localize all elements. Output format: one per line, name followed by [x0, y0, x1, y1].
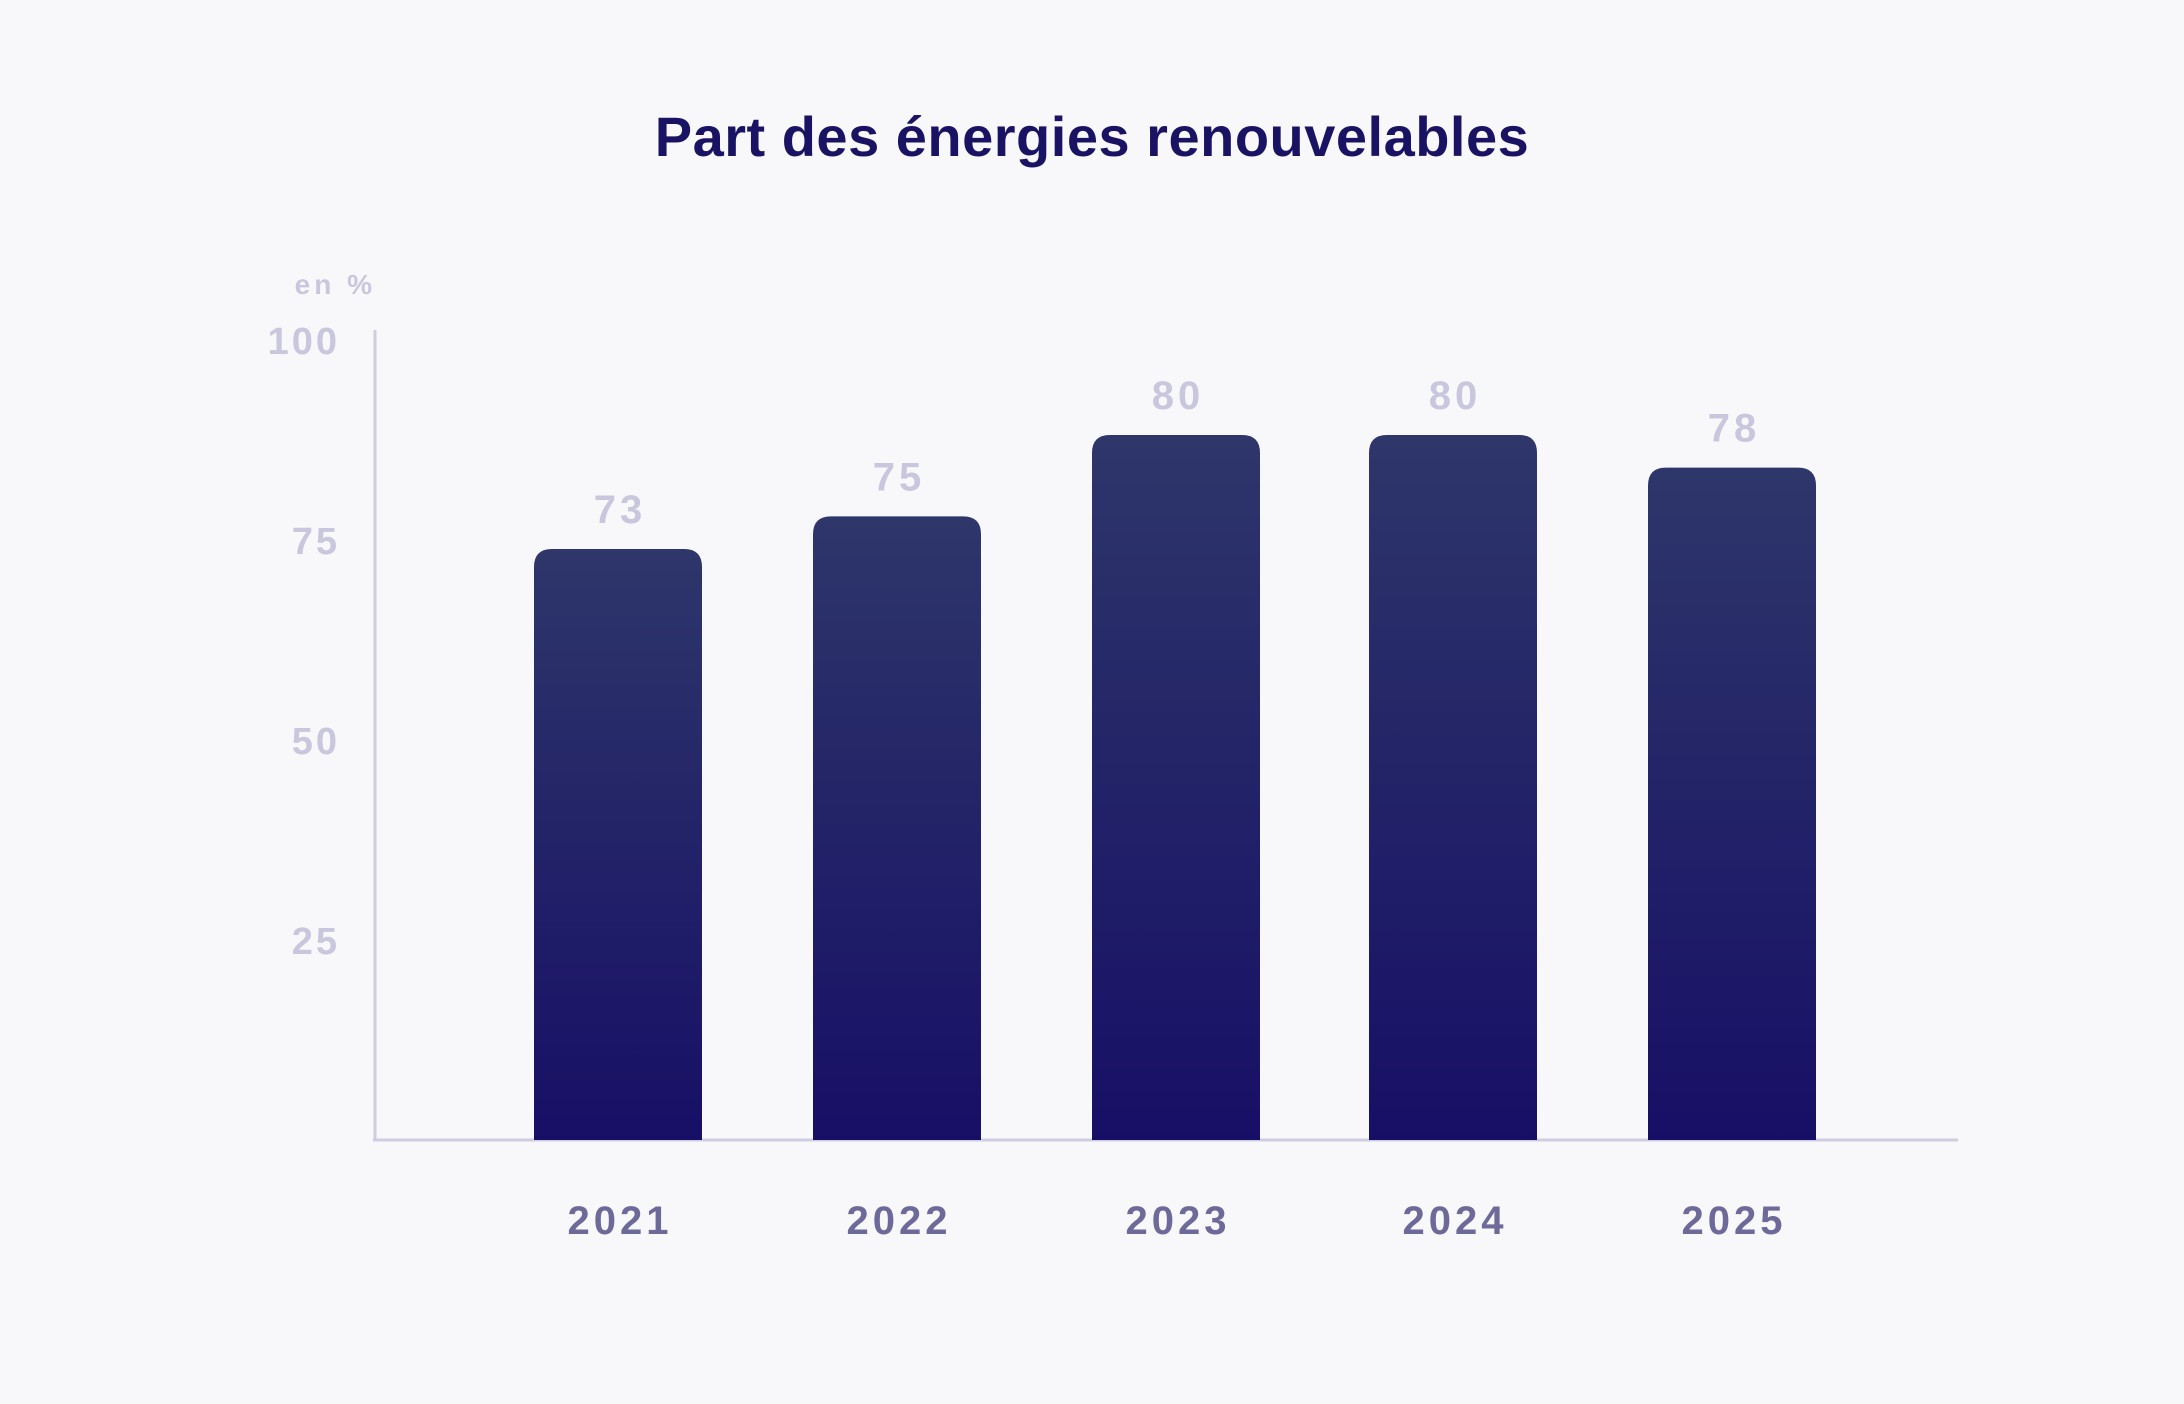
bar-2023 — [1092, 435, 1260, 1140]
bar-2022 — [813, 516, 981, 1140]
data-label-2024: 80 — [1429, 374, 1482, 418]
bar-2025 — [1648, 467, 1816, 1141]
y-axis-unit-label: en % — [295, 269, 376, 300]
y-tick-label: 50 — [292, 721, 340, 763]
x-tick-label-2021: 2021 — [568, 1199, 673, 1243]
bar-2021 — [534, 549, 702, 1140]
data-labels: 73 75 80 80 78 — [594, 374, 1761, 532]
x-tick-label-2023: 2023 — [1126, 1199, 1231, 1243]
y-tick-label: 100 — [268, 321, 340, 363]
x-tick-label-2022: 2022 — [847, 1199, 952, 1243]
chart-title: Part des énergies renouvelables — [654, 105, 1530, 168]
data-label-2022: 75 — [873, 455, 926, 499]
bar-series — [534, 435, 1816, 1141]
data-label-2023: 80 — [1152, 374, 1205, 418]
y-axis-ticks: 25 50 75 100 — [268, 321, 340, 963]
y-tick-label: 25 — [292, 921, 340, 963]
bar-2024 — [1369, 435, 1537, 1140]
x-axis-category-labels: 2021 2022 2023 2024 2025 — [568, 1199, 1787, 1243]
x-tick-label-2024: 2024 — [1403, 1199, 1508, 1243]
x-tick-label-2025: 2025 — [1682, 1199, 1787, 1243]
data-label-2025: 78 — [1708, 407, 1761, 451]
y-tick-label: 75 — [292, 521, 340, 563]
data-label-2021: 73 — [594, 488, 647, 532]
